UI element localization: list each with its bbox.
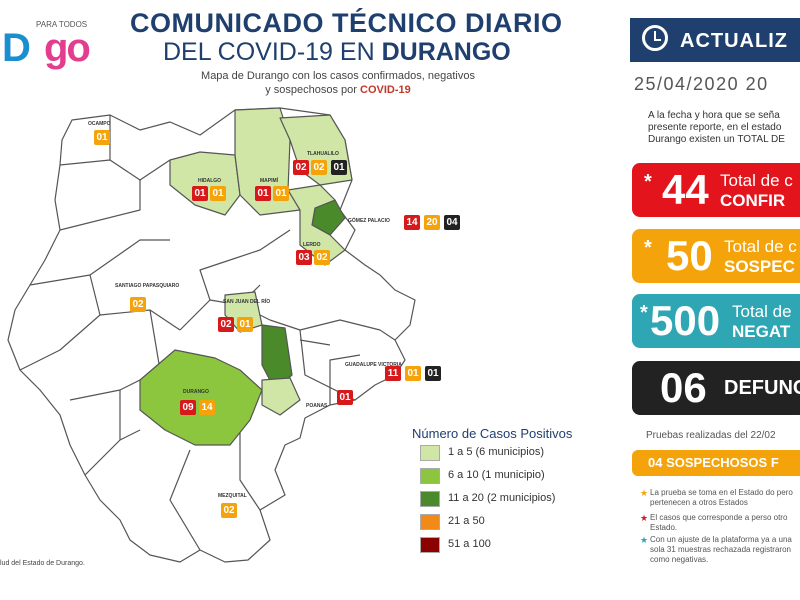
durango-map: [7, 107, 416, 563]
source-note: lud del Estado de Durango.: [0, 560, 85, 567]
map-label-tlahualilo: TLAHUALILO: [307, 151, 339, 157]
map-label-ocampo: OCAMPO: [88, 121, 111, 127]
legend-swatch: [420, 468, 440, 484]
badge-hidalgo-suspected: 01: [210, 186, 226, 201]
update-label: ACTUALIZ: [680, 30, 788, 52]
map-label-san-juan-del-rio: SAN JUAN DEL RÍO: [223, 299, 271, 305]
card-suspected: * 50 Total de c SOSPEC: [632, 229, 800, 283]
legend-swatch: [420, 445, 440, 461]
card-confirmed: * 44 Total de c CONFIR: [632, 163, 800, 217]
badge-guadalupe-victoria-suspected: 01: [405, 366, 421, 381]
star-icon: ★: [640, 488, 649, 498]
map-label-durango: DURANGO: [183, 389, 209, 395]
legend-label: 1 a 5 (6 municipios): [448, 446, 544, 458]
badge-lerdo-suspected: 02: [314, 250, 330, 265]
logo-d: D: [2, 26, 31, 70]
logo-tagline: PARA TODOS: [36, 20, 88, 29]
badge-tlahualilo-confirmed: 02: [293, 160, 309, 175]
badge-gomez-palacio-suspected: 20: [424, 215, 440, 230]
badge-durango-confirmed: 09: [180, 400, 196, 415]
card-line2: DEFUNC: [724, 377, 800, 399]
card-number: 06: [660, 364, 707, 411]
card-line1: Total de c: [724, 237, 797, 256]
badge-guadalupe-victoria-confirmed: 11: [385, 366, 401, 381]
clock-icon: [642, 25, 668, 51]
card-line1: Total de c: [720, 171, 793, 190]
legend-label: 51 a 100: [448, 538, 491, 550]
map-label-hidalgo: HIDALGO: [198, 178, 222, 184]
intro-text: A la fecha y hora que se seña presente r…: [648, 110, 785, 145]
badge-guadalupe-victoria-negative: 01: [425, 366, 441, 381]
badge-tlahualilo-suspected: 02: [311, 160, 327, 175]
star-icon: ★: [640, 513, 649, 523]
legend-title: Número de Casos Positivos: [412, 426, 573, 441]
note-text: El casos que corresponde a perso otro Es…: [650, 513, 788, 532]
page-title-line2: DEL COVID-19 EN DURANGO: [163, 38, 511, 66]
card-line2: CONFIR: [720, 191, 786, 210]
card-number: 44: [662, 166, 709, 213]
legend-swatch: [420, 537, 440, 553]
pruebas-text: Pruebas realizadas del 22/02: [646, 430, 776, 441]
map-label-mezquital: MEZQUITAL: [218, 493, 247, 499]
note-text: Con un ajuste de la plataforma ya a una …: [650, 535, 792, 564]
badge-ocampo-suspected: 01: [94, 130, 110, 145]
page-subtitle: Mapa de Durango con los casos confirmado…: [201, 70, 475, 96]
logo-go: go: [44, 26, 91, 70]
card-asterisk: *: [644, 171, 652, 193]
sospechosos-bar: [632, 450, 800, 476]
card-asterisk: *: [640, 302, 648, 324]
card-deaths: 06 DEFUNC: [632, 361, 800, 415]
badge-san-juan-del-rio-confirmed: 02: [218, 317, 234, 332]
legend-label: 21 a 50: [448, 515, 485, 527]
badge-gomez-palacio-confirmed: 14: [404, 215, 420, 230]
badge-santiago-papasquiaro-suspected: 02: [130, 297, 146, 312]
sospechosos-bar-label: 04 SOSPECHOSOS F: [648, 455, 779, 470]
map-label-gomez-palacio: GÓMEZ PALACIO: [348, 218, 390, 224]
badge-san-juan-del-rio-suspected: 01: [237, 317, 253, 332]
map-label-santiago-papasquiaro: SANTIAGO PAPASQUIARO: [115, 283, 180, 289]
badge-lerdo-confirmed: 03: [296, 250, 312, 265]
card-negative: * 500 Total de NEGAT: [632, 294, 800, 348]
badge-gomez-palacio-negative: 04: [444, 215, 460, 230]
card-line2: NEGAT: [732, 322, 791, 341]
map-label-lerdo: LERDO: [303, 242, 321, 248]
badge-mezquital-suspected: 02: [221, 503, 237, 518]
card-line2: SOSPEC: [724, 257, 795, 276]
legend-swatch: [420, 514, 440, 530]
badge-tlahualilo-negative: 01: [331, 160, 347, 175]
note-text: La prueba se toma en el Estado do pero p…: [650, 488, 793, 507]
legend-label: 11 a 20 (2 municipios): [448, 492, 556, 504]
card-number: 50: [666, 232, 713, 279]
mun-durango: [139, 349, 263, 446]
badge-hidalgo-confirmed: 01: [192, 186, 208, 201]
report-date: 25/04/2020 20: [634, 74, 769, 94]
badge-mapimi-suspected: 01: [273, 186, 289, 201]
badge-poanas-confirmed: 01: [337, 390, 353, 405]
map-label-guadalupe-victoria: GUADALUPE VICTORIA: [345, 362, 402, 368]
card-number: 500: [650, 297, 721, 344]
mun-lerdo: [287, 184, 346, 266]
map-label-poanas: POANAS: [306, 403, 328, 409]
star-icon: ★: [640, 535, 649, 545]
card-asterisk: *: [644, 237, 652, 259]
map-label-mapimi: MAPIMÍ: [260, 178, 279, 184]
mun-poanas: [261, 377, 301, 416]
page-title: COMUNICADO TÉCNICO DIARIO: [130, 8, 563, 38]
badge-durango-suspected: 14: [199, 400, 215, 415]
card-line1: Total de: [732, 302, 792, 321]
badge-mapimi-confirmed: 01: [255, 186, 271, 201]
legend-swatch: [420, 491, 440, 507]
legend-label: 6 a 10 (1 municipio): [448, 469, 545, 481]
